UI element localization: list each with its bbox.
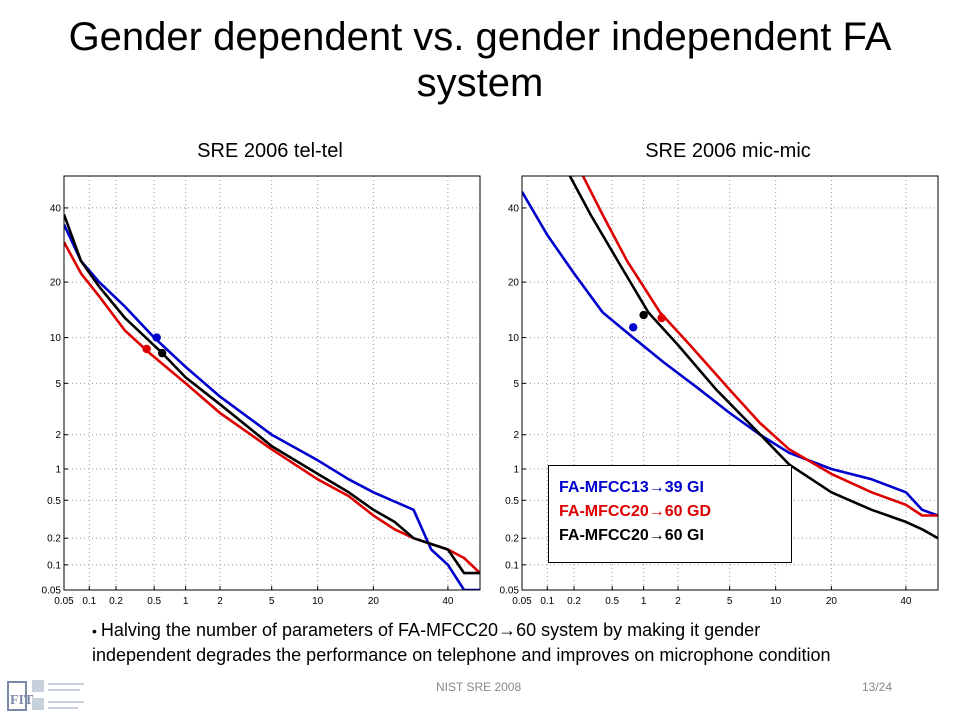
x-tick-label-0: 0.05: [512, 596, 532, 607]
bullet-dot-icon: •: [92, 623, 97, 639]
y-tick-label-6: 5: [513, 379, 519, 390]
x-tick-label-9: 40: [900, 596, 912, 607]
series-line-0: [522, 191, 938, 517]
y-tick-label-2: 0.2: [47, 534, 61, 545]
y-tick-label-0: 0.05: [42, 586, 62, 597]
y-tick-label-5: 2: [513, 430, 519, 441]
y-tick-label-8: 20: [50, 278, 62, 289]
footer-page-number: 13/24: [862, 680, 893, 694]
y-tick-label-8: 20: [508, 278, 520, 289]
y-tick-label-6: 5: [55, 379, 61, 390]
y-tick-label-5: 2: [55, 430, 61, 441]
series-marker-0: [629, 323, 638, 332]
x-tick-label-3: 0.5: [147, 596, 161, 607]
legend-item-black: FA-MFCC20→60 GI: [559, 527, 704, 544]
x-tick-label-7: 10: [770, 596, 782, 607]
x-tick-label-2: 0.2: [109, 596, 123, 607]
x-tick-label-8: 20: [826, 596, 838, 607]
y-tick-label-4: 1: [513, 464, 519, 475]
y-tick-label-3: 0.5: [47, 496, 61, 507]
bullet-text: Halving the number of parameters of FA-M…: [92, 620, 831, 665]
x-tick-label-7: 10: [312, 596, 324, 607]
bullet-point: • Halving the number of parameters of FA-…: [92, 618, 852, 667]
x-tick-label-6: 5: [269, 596, 275, 607]
det-chart-tel-tel: 0.05 0.1 0.2 0.5 1 2 5 10 20 40 0.05 0.1 0.2 0.5 1 2 5 10…: [42, 175, 481, 607]
y-tick-label-7: 10: [508, 333, 520, 344]
series-line-2: [64, 214, 480, 575]
x-tick-label-1: 0.1: [82, 596, 96, 607]
y-tick-label-9: 40: [508, 203, 520, 214]
x-tick-label-4: 1: [183, 596, 189, 607]
right-chart-title: SRE 2006 mic-mic: [645, 140, 811, 162]
x-tick-label-1: 0.1: [540, 596, 554, 607]
series-line-1: [64, 241, 480, 575]
series-marker-2: [639, 310, 648, 320]
y-tick-label-0: 0.05: [500, 586, 520, 597]
series-line-2: [568, 176, 938, 540]
x-tick-label-3: 0.5: [605, 596, 619, 607]
x-tick-label-4: 1: [641, 596, 647, 607]
series-marker-2: [157, 348, 167, 358]
legend-item-blue: FA-MFCC13→39 GI: [559, 479, 704, 496]
slide-title: Gender dependent vs. gender independent …: [68, 15, 892, 105]
y-tick-label-1: 0.1: [47, 560, 61, 571]
legend-item-red: FA-MFCC20→60 GD: [559, 503, 712, 520]
series-marker-1: [142, 344, 151, 354]
x-tick-label-5: 2: [675, 596, 681, 607]
series-marker-1: [657, 313, 666, 323]
footer-center: NIST SRE 2008: [436, 680, 522, 694]
x-tick-label-5: 2: [217, 596, 223, 607]
x-tick-label-8: 20: [368, 596, 380, 607]
x-tick-label-2: 0.2: [567, 596, 581, 607]
y-tick-label-7: 10: [50, 333, 62, 344]
x-tick-label-0: 0.05: [54, 596, 74, 607]
y-tick-label-1: 0.1: [505, 560, 519, 571]
series-marker-0: [152, 333, 161, 342]
left-chart-title: SRE 2006 tel-tel: [197, 140, 343, 162]
x-tick-label-6: 5: [727, 596, 733, 607]
y-tick-label-2: 0.2: [505, 534, 519, 545]
y-tick-label-9: 40: [50, 203, 62, 214]
university-logo-icon: FIT: [7, 680, 84, 711]
svg-text:FIT: FIT: [10, 693, 34, 708]
legend-box: FA-MFCC13→39 GI FA-MFCC20→60 GD FA-MFCC2…: [548, 465, 792, 563]
y-tick-label-4: 1: [55, 464, 61, 475]
y-tick-label-3: 0.5: [505, 496, 519, 507]
series-line-0: [64, 224, 480, 590]
series-line-1: [581, 176, 938, 517]
x-tick-label-9: 40: [442, 596, 454, 607]
